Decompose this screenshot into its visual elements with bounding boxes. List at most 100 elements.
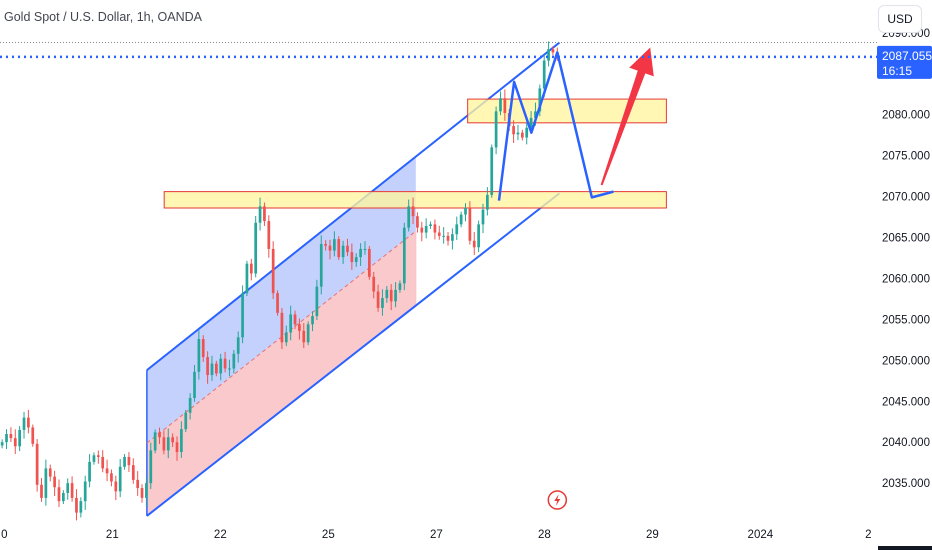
candle-body — [258, 206, 262, 223]
currency-selector[interactable]: USD — [878, 5, 922, 33]
candle-body — [293, 314, 297, 325]
candle-body — [114, 481, 118, 492]
candle-body — [324, 244, 327, 246]
candle-body — [31, 427, 35, 444]
candle-body — [407, 206, 411, 228]
candle-body — [13, 438, 17, 447]
candle-body — [529, 117, 533, 128]
scroll-indicator — [878, 546, 932, 550]
candle-body — [411, 206, 415, 217]
candle-body — [228, 368, 231, 370]
candle-body — [446, 235, 450, 241]
x-tick-label: 25 — [322, 529, 335, 541]
candle-body — [0, 442, 4, 446]
y-tick-label: 2065.000 — [882, 232, 930, 244]
candle-body — [162, 437, 166, 451]
candle-body — [62, 492, 65, 502]
x-tick-label: 0 — [1, 529, 7, 541]
candle-body — [468, 208, 472, 241]
candle-body — [538, 88, 542, 112]
chart-title: Gold Spot / U.S. Dollar, 1h, OANDA — [4, 10, 202, 24]
x-tick-label: 2024 — [748, 529, 774, 541]
x-tick-label: 2 — [865, 529, 871, 541]
price-tag — [877, 45, 932, 79]
candle-body — [249, 263, 253, 274]
y-tick-label: 2080.000 — [882, 110, 930, 122]
candle-body — [385, 289, 389, 299]
candle-body — [372, 276, 376, 292]
zone-box-2[interactable] — [467, 98, 667, 124]
candle-body — [232, 353, 236, 369]
candle-body — [201, 339, 205, 358]
candle-body — [429, 224, 432, 227]
candle-body — [153, 432, 157, 451]
candle-body — [241, 293, 244, 338]
candle-body — [175, 442, 179, 453]
candle-body — [140, 488, 144, 498]
candle-body — [402, 227, 406, 284]
candle-body — [520, 132, 524, 138]
channel-lower-line — [146, 192, 561, 517]
candle-body — [136, 479, 140, 489]
candle-body — [394, 289, 397, 302]
candle-body — [363, 248, 367, 250]
candle-body — [494, 111, 498, 148]
candle-body — [420, 227, 424, 233]
y-tick-label: 2050.000 — [882, 355, 930, 367]
candle-body — [389, 289, 393, 302]
zone-box-1[interactable] — [163, 191, 667, 209]
y-tick-label: 2060.000 — [882, 273, 930, 285]
candle-body — [276, 293, 279, 313]
candle-body — [171, 437, 174, 443]
candle-body — [145, 483, 148, 498]
candle-body — [219, 358, 223, 374]
candle-body — [542, 60, 546, 89]
candle-body — [284, 332, 288, 343]
candle-body — [306, 324, 310, 343]
candle-body — [70, 483, 74, 498]
candle-body — [53, 476, 56, 488]
forecast-path[interactable] — [497, 51, 614, 201]
x-tick-label: 27 — [430, 529, 443, 541]
candle-body — [328, 245, 332, 251]
candle-body — [118, 466, 122, 492]
candle-body — [35, 443, 39, 485]
candle-body — [376, 291, 380, 308]
candle-body — [101, 456, 105, 469]
candle-body — [158, 432, 161, 438]
candle-body — [271, 248, 275, 294]
candle-body — [451, 234, 454, 241]
candle-body — [166, 437, 170, 451]
channel-fills — [146, 156, 416, 516]
forecast-arrow-up[interactable] — [600, 47, 654, 186]
candle-body — [464, 208, 467, 215]
candle-body — [223, 358, 227, 369]
candle-body — [5, 434, 8, 443]
candle-body — [534, 111, 537, 118]
candle-body — [333, 239, 336, 251]
candle-body — [354, 257, 358, 263]
candle-body — [416, 216, 419, 228]
x-tick-label: 29 — [646, 529, 659, 541]
price-tag-value: 2087.055 — [882, 49, 932, 63]
candle-body — [512, 126, 515, 135]
y-tick-label: 2035.000 — [882, 478, 930, 490]
candle-body — [424, 226, 428, 233]
candle-body — [180, 429, 183, 453]
candle-body — [127, 456, 131, 466]
forecast-drawings[interactable] — [497, 47, 654, 201]
candle-body — [481, 209, 485, 225]
candle-body — [346, 245, 349, 253]
candle-body — [337, 239, 341, 258]
candle-body — [40, 484, 43, 498]
candle-body — [66, 483, 70, 493]
candle-body — [245, 263, 249, 294]
candle-body — [280, 312, 284, 343]
support-resistance-zones[interactable] — [163, 98, 667, 209]
candle-body — [263, 206, 266, 222]
candle-body — [22, 417, 26, 430]
candle-body — [398, 283, 402, 290]
candle-body — [503, 98, 507, 114]
candle-body — [486, 194, 489, 210]
